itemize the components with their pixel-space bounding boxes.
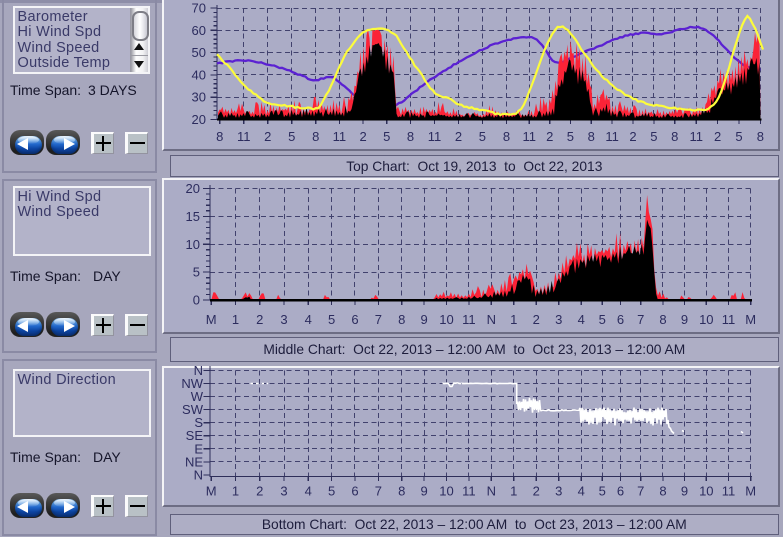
svg-text:6: 6 xyxy=(351,312,358,327)
svg-text:2: 2 xyxy=(546,129,553,144)
svg-text:6: 6 xyxy=(351,484,358,499)
svg-text:5: 5 xyxy=(599,312,606,327)
svg-text:9: 9 xyxy=(681,484,688,499)
svg-text:8: 8 xyxy=(588,129,595,144)
svg-text:N: N xyxy=(487,484,496,499)
svg-text:8: 8 xyxy=(398,484,405,499)
svg-text:11: 11 xyxy=(522,129,536,144)
svg-text:NE: NE xyxy=(185,454,203,469)
svg-text:2: 2 xyxy=(714,129,721,144)
svg-text:7: 7 xyxy=(637,312,644,327)
svg-text:10: 10 xyxy=(186,237,200,252)
svg-text:SW: SW xyxy=(182,402,204,417)
svg-text:10: 10 xyxy=(699,312,713,327)
svg-text:3: 3 xyxy=(280,484,287,499)
svg-text:5: 5 xyxy=(650,129,657,144)
svg-text:1: 1 xyxy=(510,484,517,499)
svg-text:5: 5 xyxy=(479,129,486,144)
svg-text:11: 11 xyxy=(428,129,442,144)
svg-text:10: 10 xyxy=(439,484,453,499)
svg-text:70: 70 xyxy=(192,1,206,16)
svg-text:40: 40 xyxy=(192,67,206,82)
svg-text:2: 2 xyxy=(533,312,540,327)
svg-text:5: 5 xyxy=(328,484,335,499)
svg-text:11: 11 xyxy=(333,129,347,144)
svg-text:N: N xyxy=(194,363,203,378)
svg-text:9: 9 xyxy=(681,312,688,327)
svg-text:N: N xyxy=(487,312,496,327)
svg-text:5: 5 xyxy=(288,129,295,144)
svg-text:1: 1 xyxy=(510,312,517,327)
svg-text:7: 7 xyxy=(375,484,382,499)
svg-text:3: 3 xyxy=(555,484,562,499)
svg-text:11: 11 xyxy=(722,312,736,327)
svg-text:1: 1 xyxy=(232,484,239,499)
svg-text:M: M xyxy=(206,484,217,499)
svg-text:2: 2 xyxy=(455,129,462,144)
svg-text:N: N xyxy=(194,467,203,482)
svg-text:4: 4 xyxy=(578,312,585,327)
svg-text:8: 8 xyxy=(312,129,319,144)
svg-text:M: M xyxy=(745,312,756,327)
svg-text:11: 11 xyxy=(462,312,476,327)
svg-text:5: 5 xyxy=(328,312,335,327)
svg-text:11: 11 xyxy=(237,129,251,144)
svg-text:8: 8 xyxy=(398,312,405,327)
svg-text:30: 30 xyxy=(192,90,206,105)
svg-text:9: 9 xyxy=(420,312,427,327)
svg-text:7: 7 xyxy=(375,312,382,327)
svg-text:E: E xyxy=(194,441,203,456)
svg-text:8: 8 xyxy=(671,129,678,144)
svg-text:2: 2 xyxy=(256,312,263,327)
svg-text:NW: NW xyxy=(181,376,203,391)
svg-text:2: 2 xyxy=(264,129,271,144)
svg-text:20: 20 xyxy=(192,112,206,127)
svg-text:0: 0 xyxy=(193,293,200,308)
svg-text:5: 5 xyxy=(193,265,200,280)
svg-text:8: 8 xyxy=(757,129,764,144)
svg-text:7: 7 xyxy=(637,484,644,499)
svg-text:S: S xyxy=(194,415,203,430)
svg-text:3: 3 xyxy=(280,312,287,327)
svg-text:8: 8 xyxy=(216,129,223,144)
svg-text:11: 11 xyxy=(462,484,476,499)
svg-text:5: 5 xyxy=(599,484,606,499)
svg-text:50: 50 xyxy=(192,45,206,60)
svg-text:1: 1 xyxy=(232,312,239,327)
svg-text:8: 8 xyxy=(659,484,666,499)
svg-text:5: 5 xyxy=(735,129,742,144)
svg-text:M: M xyxy=(206,312,217,327)
svg-text:8: 8 xyxy=(659,312,666,327)
svg-text:60: 60 xyxy=(192,23,206,38)
svg-text:2: 2 xyxy=(256,484,263,499)
svg-text:2: 2 xyxy=(359,129,366,144)
svg-text:2: 2 xyxy=(629,129,636,144)
svg-text:4: 4 xyxy=(305,484,312,499)
svg-text:10: 10 xyxy=(439,312,453,327)
svg-text:20: 20 xyxy=(186,181,200,196)
svg-text:5: 5 xyxy=(383,129,390,144)
svg-text:11: 11 xyxy=(722,484,736,499)
svg-text:SE: SE xyxy=(186,428,204,443)
svg-text:8: 8 xyxy=(407,129,414,144)
svg-text:M: M xyxy=(745,484,756,499)
svg-text:6: 6 xyxy=(617,312,624,327)
svg-text:9: 9 xyxy=(420,484,427,499)
svg-text:5: 5 xyxy=(567,129,574,144)
svg-text:15: 15 xyxy=(186,209,200,224)
svg-text:3: 3 xyxy=(555,312,562,327)
svg-text:W: W xyxy=(191,389,204,404)
svg-text:6: 6 xyxy=(617,484,624,499)
svg-text:11: 11 xyxy=(689,129,703,144)
svg-text:10: 10 xyxy=(699,484,713,499)
svg-text:2: 2 xyxy=(533,484,540,499)
svg-text:4: 4 xyxy=(578,484,585,499)
svg-text:4: 4 xyxy=(305,312,312,327)
svg-text:8: 8 xyxy=(503,129,510,144)
svg-text:11: 11 xyxy=(605,129,619,144)
